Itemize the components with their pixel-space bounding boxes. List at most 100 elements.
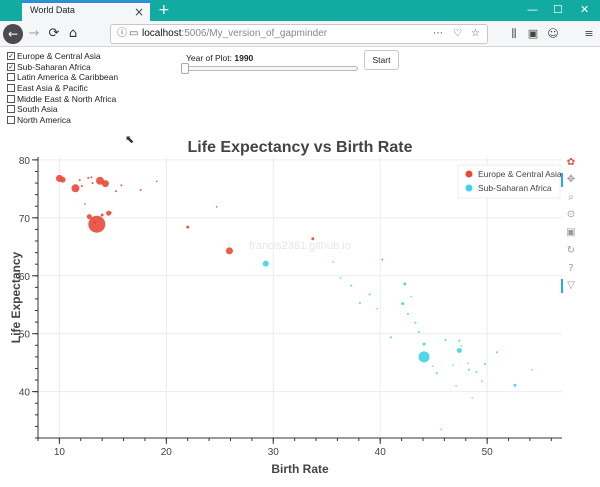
- europe-data-point: [106, 210, 112, 216]
- year-slider-title: Year of Plot:: [186, 53, 232, 63]
- info-icon[interactable]: ⓘ: [117, 28, 127, 39]
- checkbox-box[interactable]: [7, 105, 15, 114]
- europe-data-point: [225, 247, 233, 255]
- hover-icon[interactable]: ▽: [567, 280, 575, 291]
- africa-data-point: [332, 261, 334, 263]
- legend-swatch: [465, 184, 473, 192]
- africa-data-point: [456, 348, 462, 354]
- y-tick-label: 40: [19, 388, 31, 399]
- africa-data-point: [407, 313, 410, 316]
- checkbox-label: North America: [17, 115, 71, 126]
- africa-data-point: [418, 351, 430, 363]
- account-icon[interactable]: ☺: [547, 27, 559, 40]
- checkbox-box[interactable]: [7, 84, 15, 93]
- africa-data-point: [458, 339, 461, 342]
- africa-data-point: [358, 302, 361, 305]
- europe-data-point: [215, 206, 218, 208]
- checkbox-box[interactable]: ✓: [7, 52, 15, 60]
- url-bar[interactable]: ⓘ ▭ localhost:5006/My_version_of_gapmind…: [110, 24, 488, 44]
- x-tick-label: 50: [482, 447, 494, 458]
- africa-data-point: [484, 362, 487, 365]
- africa-data-point: [431, 365, 434, 367]
- pan-icon[interactable]: ✥: [566, 174, 576, 185]
- pan-active-indicator: [561, 173, 563, 187]
- reload-icon[interactable]: ⟳: [48, 26, 60, 41]
- africa-data-point: [471, 397, 473, 399]
- europe-data-point: [155, 180, 158, 183]
- checkbox-box[interactable]: [7, 73, 15, 82]
- year-slider-value: 1990: [234, 53, 254, 63]
- africa-data-point: [410, 295, 413, 298]
- checkbox-label: East Asia & Pacific: [17, 83, 88, 94]
- africa-data-point: [440, 428, 442, 431]
- sidebar-icon[interactable]: ▣: [527, 27, 539, 40]
- checkbox-label: Middle East & North Africa: [17, 93, 117, 104]
- home-icon[interactable]: ⌂: [68, 26, 78, 41]
- europe-data-point: [115, 190, 118, 193]
- europe-data-point: [86, 214, 92, 220]
- africa-data-point: [339, 277, 342, 279]
- x-tick-label: 30: [268, 447, 280, 458]
- africa-data-point: [467, 362, 469, 365]
- start-button[interactable]: Start: [364, 50, 399, 70]
- hover-active-indicator: [561, 279, 563, 293]
- legend-swatch: [465, 170, 473, 178]
- forward-icon[interactable]: →: [28, 26, 40, 41]
- checkbox-label: Sub-Saharan Africa: [17, 61, 91, 72]
- new-tab-button[interactable]: +: [158, 2, 170, 18]
- url-path: :5006/My_version_of_gapminder: [181, 28, 328, 39]
- africa-data-point: [480, 380, 483, 383]
- europe-data-point: [100, 213, 104, 217]
- africa-data-point: [403, 282, 407, 286]
- y-tick-label: 50: [19, 330, 31, 341]
- x-tick-label: 10: [54, 447, 66, 458]
- maximize-icon[interactable]: ☐: [553, 3, 563, 16]
- scatter-chart[interactable]: Life Expectancy vs Birth Rate 10 20 30 40 50 4…: [0, 135, 600, 487]
- europe-data-point: [84, 203, 86, 205]
- more-actions-icon[interactable]: ⋯: [433, 28, 443, 39]
- save-icon[interactable]: ▣: [566, 227, 576, 238]
- africa-data-point: [495, 351, 498, 354]
- x-axis-label: Birth Rate: [271, 462, 329, 476]
- library-icon[interactable]: ⫼: [511, 27, 517, 40]
- africa-data-point: [467, 368, 470, 371]
- africa-data-point: [455, 385, 457, 387]
- mouse-cursor-icon: ⬉: [125, 133, 135, 146]
- checkbox-label: Latin America & Caribbean: [17, 72, 119, 83]
- chart-title: Life Expectancy vs Birth Rate: [188, 139, 413, 156]
- reset-icon[interactable]: ↻: [566, 245, 576, 256]
- y-tick-label: 80: [19, 156, 31, 167]
- wheel-zoom-icon[interactable]: ⊙: [566, 209, 576, 220]
- checkbox-label: Europe & Central Asia: [17, 51, 101, 61]
- x-tick-label: 20: [161, 447, 173, 458]
- africa-data-point: [376, 307, 378, 310]
- bookmark-star-icon[interactable]: ☆: [471, 28, 480, 39]
- africa-data-point: [444, 339, 447, 342]
- y-tick-label: 70: [19, 214, 31, 225]
- europe-data-point: [186, 225, 190, 229]
- europe-data-point: [109, 211, 112, 214]
- tab-title: World Data: [30, 5, 75, 15]
- pocket-icon[interactable]: ♡: [453, 28, 462, 39]
- box-zoom-icon[interactable]: ⌕: [568, 192, 574, 203]
- browser-titlebar: World Data × + — ☐ ✕: [0, 0, 600, 21]
- europe-data-point: [101, 180, 109, 188]
- africa-data-point: [460, 345, 463, 347]
- year-slider-handle[interactable]: [181, 63, 189, 74]
- menu-icon[interactable]: ≡: [584, 27, 594, 40]
- year-slider-track[interactable]: [183, 66, 358, 71]
- window-close-icon[interactable]: ✕: [580, 3, 590, 16]
- back-icon[interactable]: ←: [3, 24, 23, 44]
- checkbox-box[interactable]: [7, 94, 15, 103]
- help-icon[interactable]: ?: [568, 263, 574, 274]
- checkbox-box[interactable]: ✓: [7, 62, 15, 71]
- checkbox-box[interactable]: [7, 116, 15, 125]
- close-tab-icon[interactable]: ×: [133, 5, 144, 19]
- legend-box: [457, 164, 561, 199]
- legend-label: Sub-Saharan Africa: [478, 183, 552, 193]
- minimize-icon[interactable]: —: [527, 3, 538, 16]
- tab-world-data[interactable]: World Data ×: [22, 1, 150, 21]
- url-text[interactable]: localhost:5006/My_version_of_gapminder: [142, 28, 327, 39]
- africa-data-point: [422, 342, 426, 346]
- bokeh-logo-icon[interactable]: ✿: [566, 157, 576, 168]
